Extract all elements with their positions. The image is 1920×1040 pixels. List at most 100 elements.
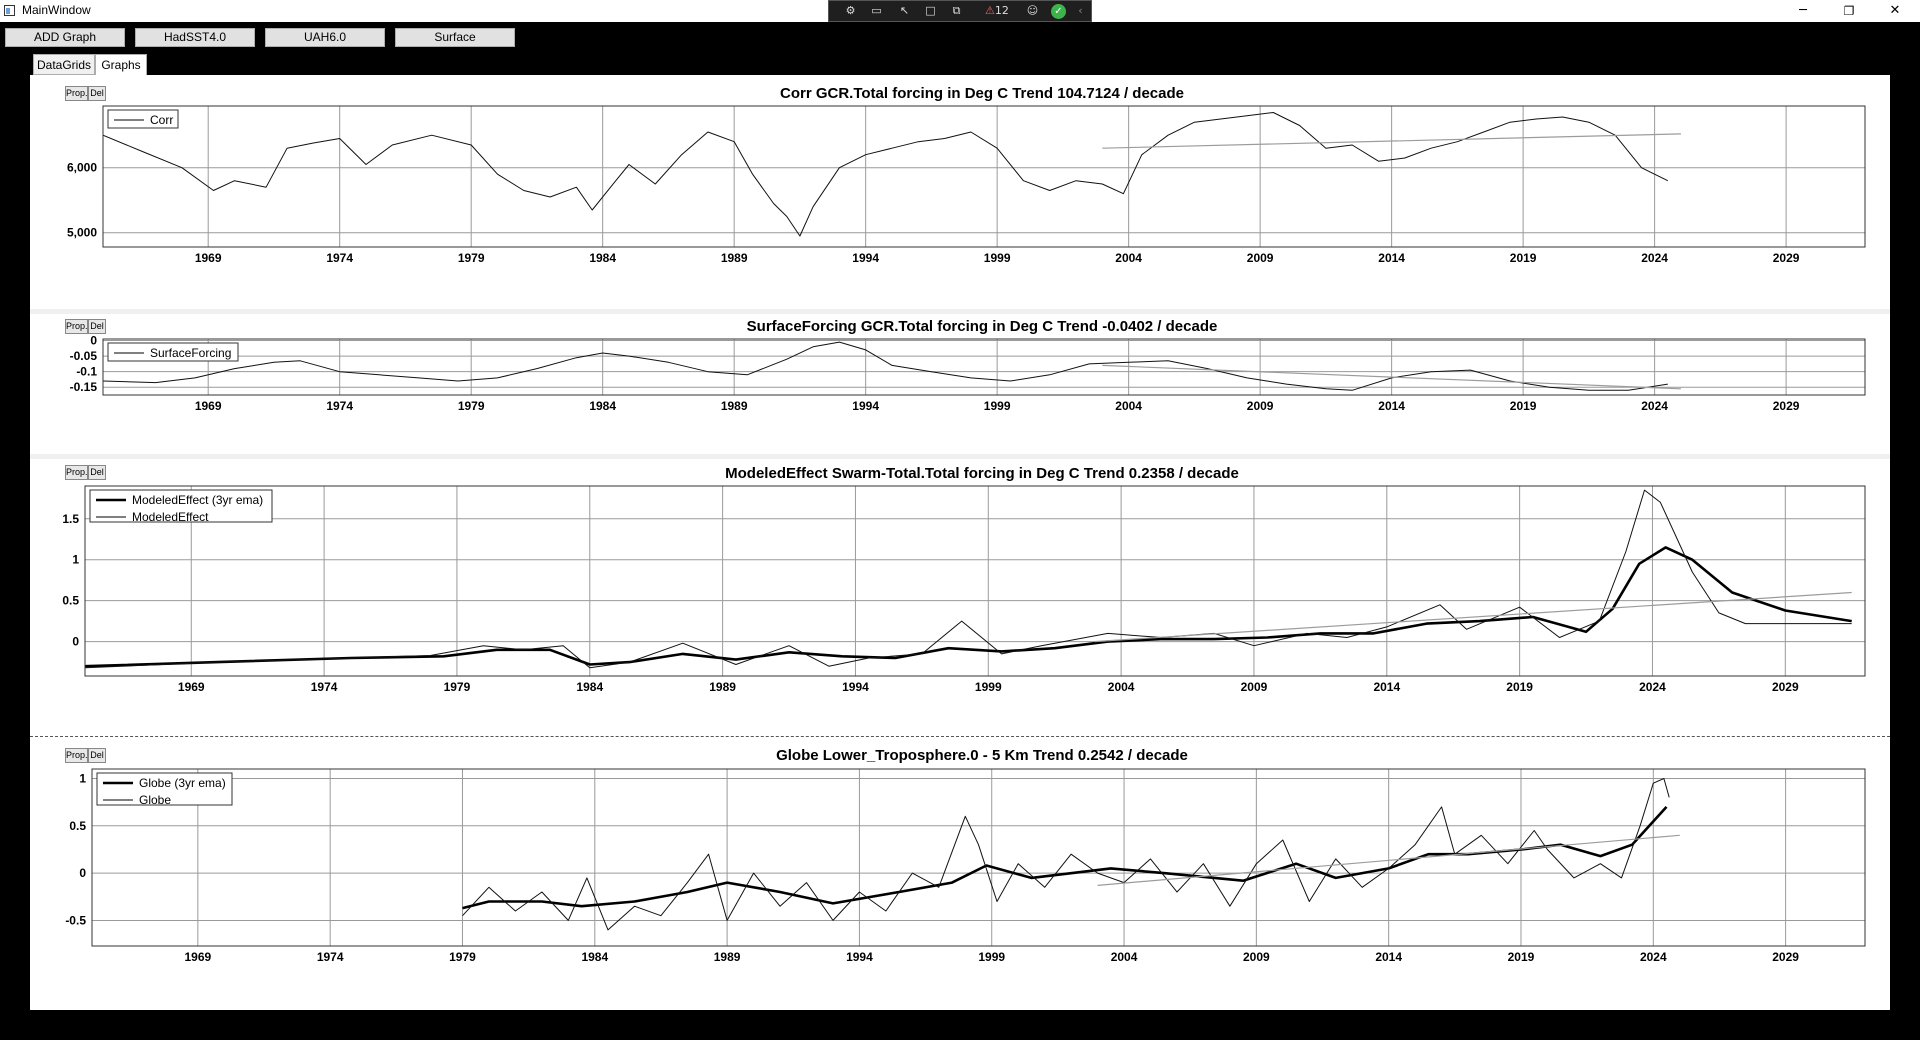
chart-title: ModeledEffect Swarm-Total.Total forcing … [725, 465, 1239, 482]
surface-button[interactable]: Surface [395, 28, 515, 47]
x-tick-label: 2024 [1641, 399, 1668, 413]
legend-label: ModeledEffect [132, 510, 209, 524]
chart-2: 1969 1974 1979 1984 1989 1994 1999 2004 2009 2014… [62, 485, 1866, 694]
x-tick-label: 2014 [1378, 399, 1405, 413]
x-tick-label: 2019 [1506, 680, 1533, 694]
x-tick-label: 1969 [195, 251, 222, 265]
legend-label: SurfaceForcing [150, 346, 231, 360]
del-button[interactable]: Del [88, 465, 106, 480]
panel-separator[interactable] [30, 309, 1890, 314]
plot-border [102, 105, 1866, 248]
legend-label: ModeledEffect (3yr ema) [132, 493, 263, 507]
plot-area [103, 339, 1865, 395]
x-tick-label: 2009 [1247, 399, 1274, 413]
camera-icon[interactable]: ▭ [871, 4, 882, 17]
debug-overlay-toolbar: ⚙ ▭ ↖ □ ⧉ ⚠12 ☺ ✓ ‹ [828, 0, 1092, 22]
x-tick-label: 1989 [721, 251, 748, 265]
window-title: MainWindow [22, 3, 91, 17]
select-element-icon[interactable]: ↖ [899, 4, 910, 17]
x-tick-label: 1999 [984, 399, 1011, 413]
x-tick-label: 1974 [311, 680, 338, 694]
x-tick-label: 2014 [1375, 950, 1402, 964]
x-tick-label: 2029 [1773, 251, 1800, 265]
binding-failures-badge[interactable]: ⚠12 [985, 4, 1009, 17]
legend: Globe (3yr ema) Globe [96, 772, 233, 807]
uah-button[interactable]: UAH6.0 [265, 28, 385, 47]
x-tick-label: 1979 [449, 950, 476, 964]
prop-button[interactable]: Prop. [65, 319, 88, 334]
x-tick-label: 1984 [589, 251, 616, 265]
tab-graphs[interactable]: Graphs [95, 54, 147, 76]
x-tick-label: 2009 [1247, 251, 1274, 265]
prop-button[interactable]: Prop. [65, 465, 88, 480]
x-tick-label: 1994 [846, 950, 873, 964]
minimize-button[interactable]: ─ [1799, 3, 1807, 18]
chart-title: Globe Lower_Troposphere.0 - 5 Km Trend 0… [776, 747, 1188, 764]
plot-border [102, 338, 1866, 396]
x-tick-label: 2004 [1115, 251, 1142, 265]
tab-datagrids[interactable]: DataGrids [33, 54, 95, 75]
x-tick-label: 1999 [975, 680, 1002, 694]
legend: Corr [107, 109, 179, 129]
y-tick-label: 0 [72, 635, 79, 649]
y-tick-label: -0.1 [76, 365, 97, 379]
x-tick-label: 2029 [1773, 399, 1800, 413]
x-tick-label: 1969 [184, 950, 211, 964]
x-tick-label: 2029 [1772, 950, 1799, 964]
add-graph-button[interactable]: ADD Graph [5, 28, 125, 47]
track-focus-icon[interactable]: ⧉ [952, 4, 961, 17]
legend-label: Corr [150, 113, 173, 127]
x-tick-label: 1999 [978, 950, 1005, 964]
y-tick-label: -0.5 [65, 913, 86, 927]
x-tick-label: 1994 [842, 680, 869, 694]
y-tick-label: 0.5 [62, 594, 79, 608]
layout-adorner-icon[interactable]: □ [925, 4, 936, 17]
panel-separator[interactable] [30, 454, 1890, 459]
x-tick-label: 1989 [721, 399, 748, 413]
app-window-icon [4, 5, 15, 16]
del-button[interactable]: Del [88, 748, 106, 763]
x-tick-label: 1974 [317, 950, 344, 964]
maximize-button[interactable]: ❐ [1843, 4, 1855, 18]
x-tick-label: 2019 [1508, 950, 1535, 964]
chart-1: 1969 1974 1979 1984 1989 1994 1999 2004 2009 2014… [70, 334, 1866, 413]
y-tick-label: 6,000 [67, 161, 97, 175]
plot-area [103, 106, 1865, 247]
prop-button[interactable]: Prop. [65, 748, 88, 763]
hadsst-button[interactable]: HadSST4.0 [135, 28, 255, 47]
x-tick-label: 1999 [984, 251, 1011, 265]
live-tree-icon[interactable]: ⚙ [845, 4, 856, 17]
del-button[interactable]: Del [88, 319, 106, 334]
check-icon[interactable]: ✓ [1051, 4, 1066, 19]
y-tick-label: 1 [72, 553, 79, 567]
accessibility-icon[interactable]: ☺ [1026, 4, 1039, 17]
y-tick-label: 0 [79, 866, 86, 880]
series-group [85, 489, 1852, 669]
legend-box [107, 109, 179, 129]
collapse-chevron-icon[interactable]: ‹ [1078, 4, 1083, 17]
trend-line [1097, 834, 1680, 886]
series-group [103, 341, 1681, 391]
x-tick-label: 1994 [852, 399, 879, 413]
x-tick-label: 1989 [714, 950, 741, 964]
x-tick-label: 2024 [1641, 251, 1668, 265]
x-tick-label: 2024 [1639, 680, 1666, 694]
x-tick-label: 1974 [326, 251, 353, 265]
close-button[interactable]: ✕ [1889, 3, 1901, 18]
legend-label: Globe (3yr ema) [139, 776, 226, 790]
series-line [462, 778, 1670, 931]
x-tick-label: 1974 [326, 399, 353, 413]
legend-label: Globe [139, 793, 171, 807]
panel-separator[interactable] [30, 736, 1890, 737]
legend-box [107, 342, 239, 362]
x-tick-label: 2019 [1510, 251, 1537, 265]
plot-border [91, 768, 1866, 947]
trend-line [1102, 133, 1681, 149]
series-line [85, 546, 1852, 668]
chart-0: 1969 1974 1979 1984 1989 1994 1999 2004 2009 2014… [67, 105, 1866, 265]
y-tick-label: 0.5 [69, 819, 86, 833]
prop-button[interactable]: Prop. [65, 86, 88, 101]
y-tick-label: 1 [79, 771, 86, 785]
del-button[interactable]: Del [88, 86, 106, 101]
y-tick-label: 5,000 [67, 226, 97, 240]
